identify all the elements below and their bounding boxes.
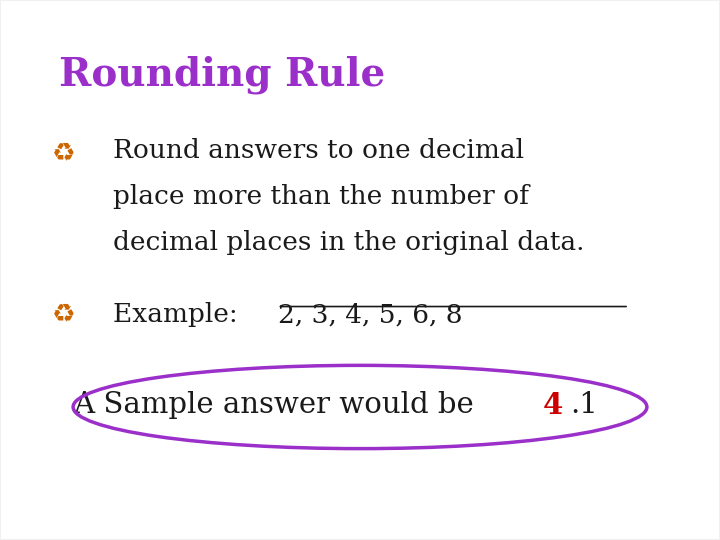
- Text: Example:: Example:: [112, 302, 254, 327]
- Text: 2, 3, 4, 5, 6, 8: 2, 3, 4, 5, 6, 8: [277, 302, 462, 327]
- Text: Round answers to one decimal: Round answers to one decimal: [112, 138, 523, 164]
- Text: decimal places in the original data.: decimal places in the original data.: [112, 230, 584, 255]
- Text: place more than the number of: place more than the number of: [112, 184, 528, 209]
- Text: Rounding Rule: Rounding Rule: [59, 55, 385, 93]
- Text: 4: 4: [543, 391, 563, 420]
- Text: A Sample answer would be: A Sample answer would be: [73, 391, 483, 419]
- Text: .1: .1: [570, 391, 598, 419]
- Text: ♻: ♻: [52, 141, 75, 167]
- Text: ♻: ♻: [52, 302, 75, 328]
